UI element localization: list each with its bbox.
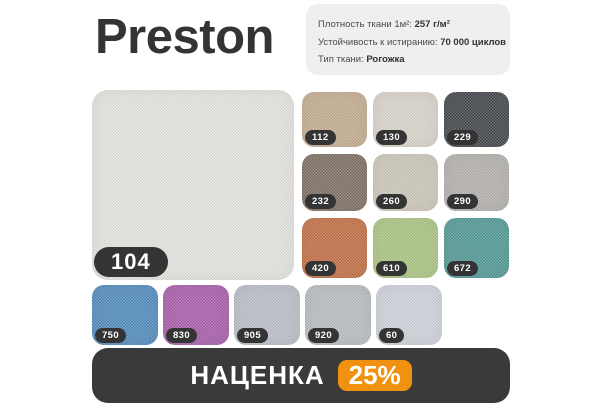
swatch-code-badge: 60: [379, 328, 405, 343]
swatch-code-badge: 229: [447, 130, 479, 145]
swatch-code-badge: 672: [447, 261, 479, 276]
swatch-grid: 112 130 229 232 260 290 420 610 672: [302, 92, 509, 278]
swatch-code-badge: 610: [376, 261, 408, 276]
swatch-code-badge: 130: [376, 130, 408, 145]
markup-label: НАЦЕНКА: [190, 360, 325, 390]
swatch-112[interactable]: 112: [302, 92, 367, 147]
swatch-130[interactable]: 130: [373, 92, 438, 147]
specs-panel: Плотность ткани 1м²: 257 г/м² Устойчивос…: [306, 4, 510, 75]
swatch-60[interactable]: 60: [376, 285, 442, 345]
featured-swatch[interactable]: 104: [92, 90, 294, 280]
markup-percent-badge: 25%: [337, 360, 412, 391]
spec-fabric-type-value: Рогожка: [366, 54, 405, 65]
markup-bar: НАЦЕНКА 25%: [92, 348, 510, 403]
spec-abrasion-label: Устойчивость к истиранию:: [318, 36, 438, 48]
swatch-bottom-row: 750 830 905 920 60: [92, 285, 442, 345]
swatch-code-badge: 920: [308, 328, 340, 343]
swatch-232[interactable]: 232: [302, 154, 367, 211]
spec-density-value: 257 г/м²: [414, 19, 450, 30]
swatch-code-badge: 420: [305, 261, 337, 276]
spec-abrasion: Устойчивость к истиранию: 70 000 циклов: [318, 34, 506, 52]
swatch-830[interactable]: 830: [163, 285, 229, 345]
swatch-229[interactable]: 229: [444, 92, 509, 147]
spec-fabric-type-label: Тип ткани:: [318, 54, 364, 65]
swatch-610[interactable]: 610: [373, 218, 438, 278]
swatch-code-badge: 290: [447, 194, 479, 209]
swatch-code-badge: 905: [237, 328, 269, 343]
swatch-code-badge: 112: [305, 130, 336, 145]
swatch-905[interactable]: 905: [234, 285, 300, 345]
spec-fabric-type: Тип ткани: Рогожка: [318, 51, 500, 69]
swatch-code-badge: 830: [166, 328, 198, 343]
swatch-260[interactable]: 260: [373, 154, 438, 211]
featured-swatch-code-badge: 104: [94, 247, 168, 277]
swatch-750[interactable]: 750: [92, 285, 158, 345]
swatch-672[interactable]: 672: [444, 218, 509, 278]
swatch-290[interactable]: 290: [444, 154, 509, 211]
swatch-420[interactable]: 420: [302, 218, 367, 278]
spec-density-label: Плотность ткани 1м²:: [318, 19, 412, 30]
swatch-code-badge: 750: [95, 328, 127, 343]
swatch-920[interactable]: 920: [305, 285, 371, 345]
swatch-code-badge: 260: [376, 194, 408, 209]
swatch-code-badge: 232: [305, 194, 337, 209]
spec-abrasion-value: 70 000 циклов: [440, 36, 507, 48]
page-title: Preston: [95, 10, 274, 64]
spec-density: Плотность ткани 1м²: 257 г/м²: [318, 16, 500, 34]
